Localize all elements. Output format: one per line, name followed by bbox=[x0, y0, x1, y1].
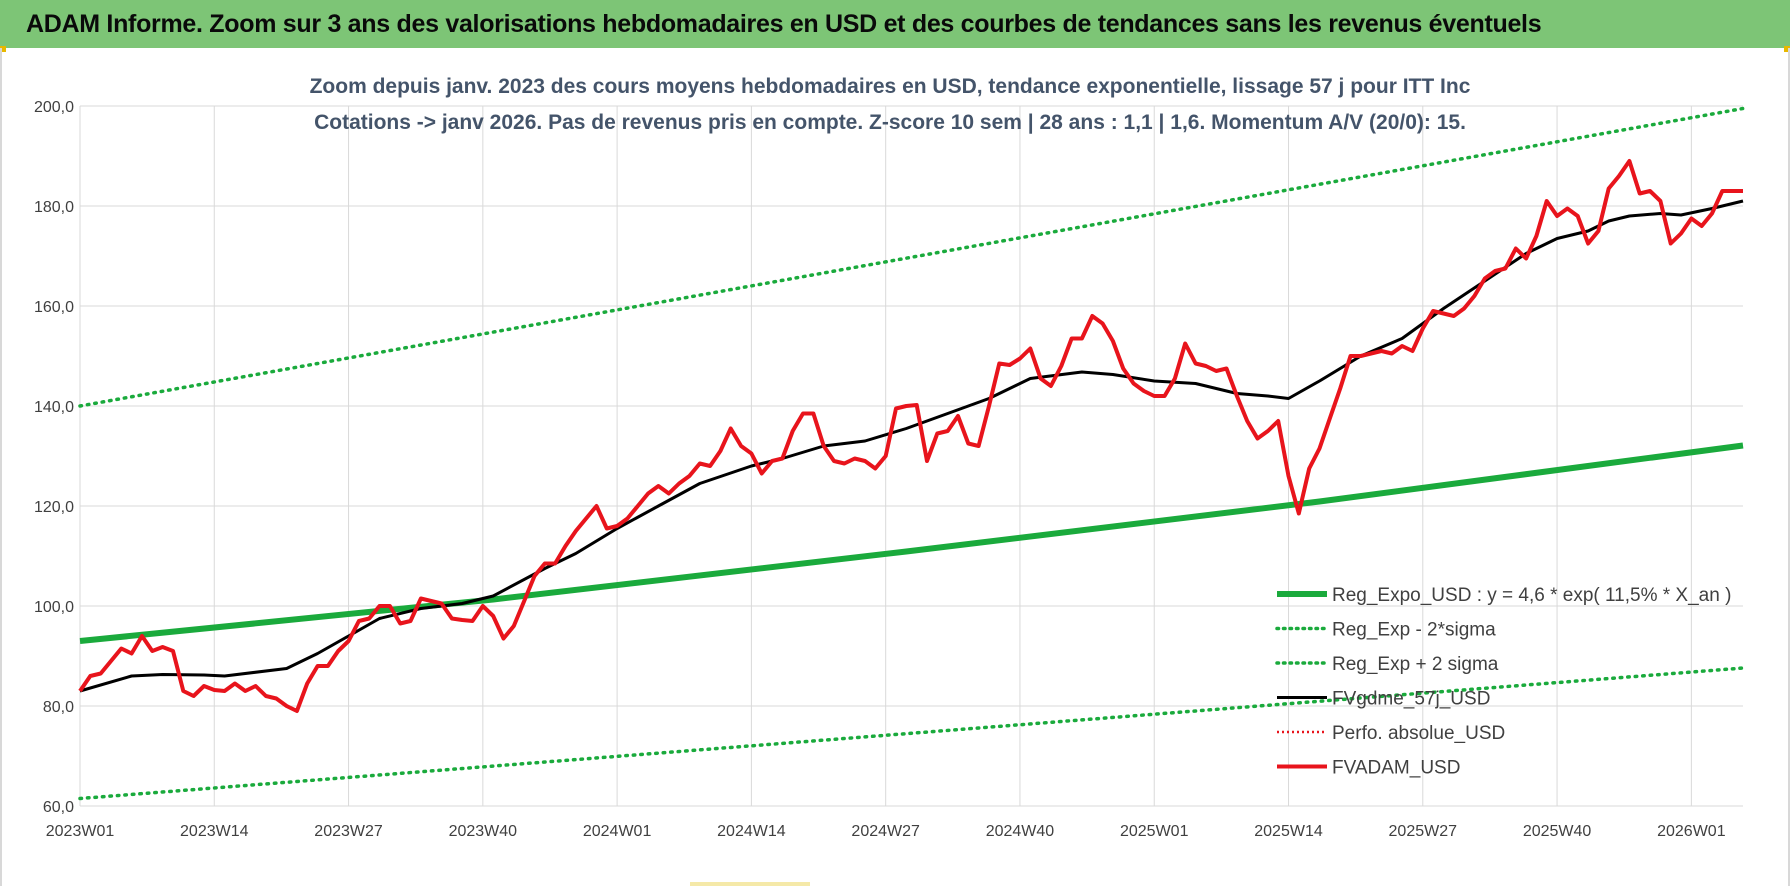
chart-subtitle-line2: Cotations -> janv 2026. Pas de revenus p… bbox=[314, 111, 1466, 134]
legend-label-reg_expo: Reg_Expo_USD : y = 4,6 * exp( 11,5% * X_… bbox=[1332, 585, 1731, 606]
series-line-reg_minus bbox=[78, 666, 1745, 801]
y-tick-label: 120,0 bbox=[34, 499, 74, 516]
grid bbox=[79, 105, 1743, 807]
series-line-reg_expo bbox=[79, 442, 1744, 644]
legend-label-reg_plus: Reg_Exp + 2 sigma bbox=[1332, 654, 1499, 675]
legend-label-reg_minus: Reg_Exp - 2*sigma bbox=[1332, 620, 1496, 641]
series-group bbox=[78, 106, 1745, 801]
legend: Reg_Expo_USD : y = 4,6 * exp( 11,5% * X_… bbox=[1275, 585, 1731, 779]
y-tick-label: 140,0 bbox=[34, 399, 74, 416]
x-tick-label: 2023W27 bbox=[314, 823, 383, 840]
y-tick-label: 180,0 bbox=[34, 199, 74, 216]
x-tick-label: 2024W01 bbox=[583, 823, 652, 840]
series-line-fvgdme bbox=[79, 199, 1744, 693]
legend-label-perfo: Perfo. absolue_USD bbox=[1332, 723, 1505, 744]
x-tick-label: 2023W01 bbox=[46, 823, 115, 840]
x-tick-label: 2025W14 bbox=[1254, 823, 1323, 840]
x-tick-label: 2025W40 bbox=[1523, 823, 1592, 840]
series-line-fvadam bbox=[78, 159, 1743, 713]
series-line-reg_plus bbox=[78, 106, 1745, 408]
chart-subtitle-line1: Zoom depuis janv. 2023 des cours moyens … bbox=[310, 75, 1471, 98]
y-tick-label: 200,0 bbox=[34, 99, 74, 116]
chart-frame bbox=[0, 48, 1790, 886]
y-tick-label: 160,0 bbox=[34, 299, 74, 316]
x-tick-label: 2025W01 bbox=[1120, 823, 1189, 840]
x-tick-label: 2023W14 bbox=[180, 823, 249, 840]
y-tick-label: 100,0 bbox=[34, 599, 74, 616]
x-tick-label: 2024W40 bbox=[986, 823, 1055, 840]
legend-label-fvgdme: FVgdme_57j_USD bbox=[1332, 689, 1490, 710]
y-tick-label: 60,0 bbox=[43, 799, 74, 816]
x-tick-label: 2025W27 bbox=[1389, 823, 1458, 840]
page-title: ADAM Informe. Zoom sur 3 ans des valoris… bbox=[26, 9, 1542, 38]
x-tick-label: 2023W40 bbox=[449, 823, 518, 840]
corner-accent-left bbox=[0, 46, 6, 52]
legend-label-fvadam: FVADAM_USD bbox=[1332, 758, 1460, 779]
x-axis-ticks: 2023W01 2023W14 2023W27 2023W40 2024W01 2024W… bbox=[46, 823, 1726, 840]
x-tick-label: 2026W01 bbox=[1657, 823, 1726, 840]
page-header: ADAM Informe. Zoom sur 3 ans des valoris… bbox=[0, 0, 1790, 48]
x-tick-label: 2024W27 bbox=[851, 823, 920, 840]
x-tick-label: 2024W14 bbox=[717, 823, 786, 840]
y-axis-ticks: 60,0 80,0 100,0 120,0 140,0 160,0 180,0 200,0 bbox=[34, 99, 74, 816]
y-tick-label: 80,0 bbox=[43, 699, 74, 716]
bottom-accent bbox=[690, 882, 810, 886]
corner-accent-right bbox=[1784, 46, 1790, 52]
